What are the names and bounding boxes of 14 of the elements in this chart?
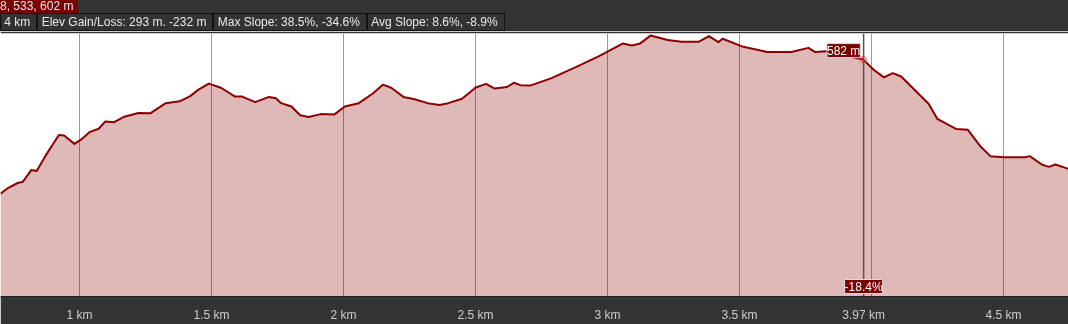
text: 8, 533, 602 m — [0, 0, 78, 13]
x-tick-label: 3.5 km — [721, 307, 758, 322]
text: Max Slope: 38.5%, -34.6% — [213, 13, 367, 31]
x-tick-label: 4.5 km — [985, 307, 1022, 322]
text: Avg Slope: 8.6%, -8.9% — [366, 13, 505, 31]
x-tick-label: 2 km — [330, 307, 357, 322]
text: Elev Gain/Loss: 293 m. -232 m — [37, 13, 214, 31]
ref-line-label: 3.97 km — [842, 307, 885, 322]
x-tick-label: 1.5 km — [193, 307, 230, 322]
annotation: 582 m — [827, 43, 861, 58]
x-tick-label: 1 km — [66, 307, 93, 322]
x-tick-label: 3 km — [594, 307, 621, 322]
text: 4 km — [0, 13, 38, 31]
x-tick-label: 2.5 km — [457, 307, 494, 322]
